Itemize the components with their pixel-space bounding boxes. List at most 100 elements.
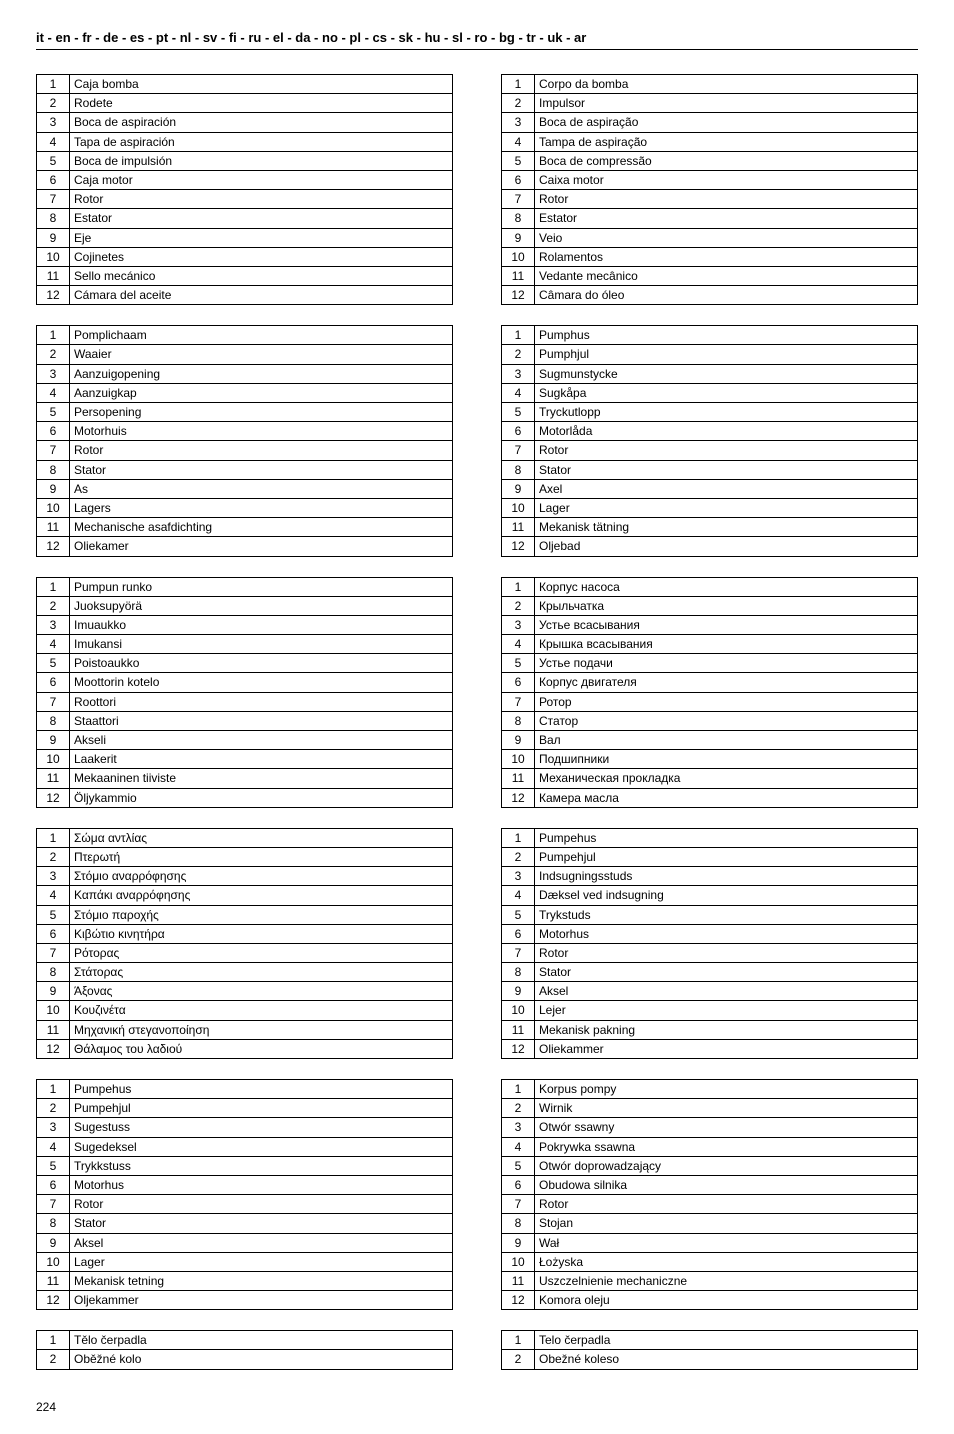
row-label: Motorhuis (70, 422, 453, 441)
parts-table: 1Korpus pompy2Wirnik3Otwór ssawny4Pokryw… (501, 1079, 918, 1310)
row-label: Крышка всасывания (535, 635, 918, 654)
row-label: Устье подачи (535, 654, 918, 673)
row-number: 4 (502, 635, 535, 654)
row-label: Корпус двигателя (535, 673, 918, 692)
table-row: 8Stojan (502, 1214, 918, 1233)
columns-container: 1Caja bomba2Rodete3Boca de aspiración4Ta… (36, 74, 918, 1390)
row-number: 7 (37, 190, 70, 209)
row-label: Pumpun runko (70, 577, 453, 596)
table-row: 11Uszczelnienie mechaniczne (502, 1271, 918, 1290)
row-label: Obudowa silnika (535, 1175, 918, 1194)
row-number: 2 (502, 1099, 535, 1118)
table-row: 7Rotor (502, 441, 918, 460)
table-row: 4Sugkåpa (502, 383, 918, 402)
row-number: 11 (502, 266, 535, 285)
table-row: 12Cámara del aceite (37, 286, 453, 305)
row-label: Stator (70, 1214, 453, 1233)
row-label: Mekanisk pakning (535, 1020, 918, 1039)
table-row: 9Aksel (502, 982, 918, 1001)
row-number: 8 (502, 963, 535, 982)
row-number: 11 (502, 769, 535, 788)
table-row: 6Caja motor (37, 170, 453, 189)
table-row: 6Motorhuis (37, 422, 453, 441)
row-number: 12 (502, 788, 535, 807)
row-number: 10 (502, 498, 535, 517)
table-row: 2Oběžné kolo (37, 1350, 453, 1369)
table-row: 9Aksel (37, 1233, 453, 1252)
row-label: Lagers (70, 498, 453, 517)
table-row: 6Obudowa silnika (502, 1175, 918, 1194)
row-number: 6 (502, 422, 535, 441)
row-number: 12 (37, 1291, 70, 1310)
row-number: 6 (37, 422, 70, 441)
row-label: Roottori (70, 692, 453, 711)
row-label: Komora oleju (535, 1291, 918, 1310)
row-label: Vedante mecânico (535, 266, 918, 285)
row-label: Oběžné kolo (70, 1350, 453, 1369)
table-row: 7Rotor (37, 1195, 453, 1214)
table-row: 1Корпус насоса (502, 577, 918, 596)
table-row: 3Indsugningsstuds (502, 867, 918, 886)
table-row: 4Imukansi (37, 635, 453, 654)
parts-table: 1Corpo da bomba2Impulsor3Boca de aspiraç… (501, 74, 918, 305)
table-row: 8Stator (37, 1214, 453, 1233)
table-row: 8Estator (502, 209, 918, 228)
row-label: Tampa de aspiração (535, 132, 918, 151)
row-label: Στόμιο παροχής (70, 905, 453, 924)
row-number: 11 (502, 518, 535, 537)
table-row: 10Подшипники (502, 750, 918, 769)
row-label: Uszczelnienie mechaniczne (535, 1271, 918, 1290)
row-label: Pumpehjul (70, 1099, 453, 1118)
row-label: Stator (70, 460, 453, 479)
table-row: 9As (37, 479, 453, 498)
row-label: Rotor (70, 441, 453, 460)
table-row: 11Mekanisk tetning (37, 1271, 453, 1290)
row-label: Motorhus (70, 1175, 453, 1194)
row-number: 6 (502, 1175, 535, 1194)
row-label: Wał (535, 1233, 918, 1252)
row-label: Moottorin kotelo (70, 673, 453, 692)
row-number: 12 (502, 1039, 535, 1058)
row-number: 1 (37, 828, 70, 847)
table-row: 2Juoksupyörä (37, 596, 453, 615)
row-number: 4 (502, 132, 535, 151)
row-label: Ротор (535, 692, 918, 711)
row-label: Sugmunstycke (535, 364, 918, 383)
table-row: 8Estator (37, 209, 453, 228)
table-row: 10Lejer (502, 1001, 918, 1020)
row-label: Корпус насоса (535, 577, 918, 596)
table-row: 1Pomplichaam (37, 326, 453, 345)
row-label: Статор (535, 711, 918, 730)
row-number: 1 (502, 828, 535, 847)
row-number: 12 (502, 1291, 535, 1310)
row-number: 2 (502, 596, 535, 615)
language-header: it - en - fr - de - es - pt - nl - sv - … (36, 30, 918, 50)
table-row: 10Lager (37, 1252, 453, 1271)
table-row: 12Komora oleju (502, 1291, 918, 1310)
table-row: 2Pumphjul (502, 345, 918, 364)
row-label: Rotor (535, 943, 918, 962)
row-label: Telo čerpadla (535, 1331, 918, 1350)
row-label: Imukansi (70, 635, 453, 654)
row-label: Waaier (70, 345, 453, 364)
row-label: Tapa de aspiración (70, 132, 453, 151)
row-label: Lejer (535, 1001, 918, 1020)
row-number: 1 (37, 1331, 70, 1350)
row-number: 8 (502, 460, 535, 479)
table-row: 1Pumpehus (502, 828, 918, 847)
row-label: Mechanische asafdichting (70, 518, 453, 537)
row-label: Estator (70, 209, 453, 228)
row-number: 11 (37, 1020, 70, 1039)
page-number: 224 (36, 1400, 918, 1414)
row-label: Mekaaninen tiiviste (70, 769, 453, 788)
row-label: Tělo čerpadla (70, 1331, 453, 1350)
row-number: 5 (502, 151, 535, 170)
row-label: Στάτορας (70, 963, 453, 982)
row-number: 5 (37, 403, 70, 422)
table-row: 8Stator (502, 963, 918, 982)
table-row: 7Ротор (502, 692, 918, 711)
table-row: 3Устье всасывания (502, 615, 918, 634)
row-number: 8 (37, 209, 70, 228)
row-number: 11 (502, 1271, 535, 1290)
row-label: Rotor (535, 190, 918, 209)
